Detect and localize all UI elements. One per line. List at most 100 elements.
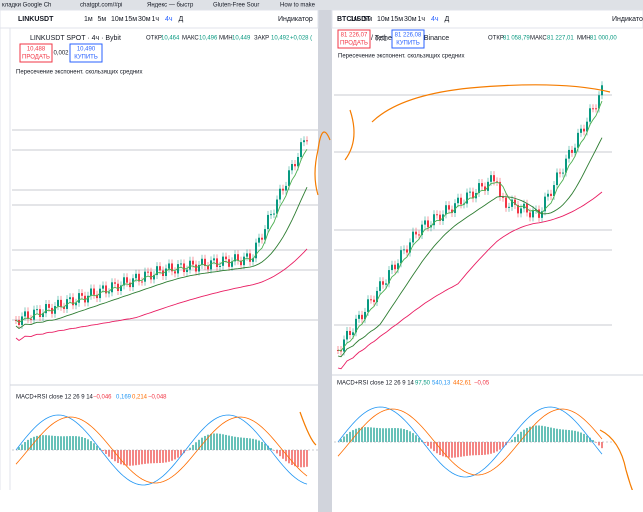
candle [126, 277, 128, 283]
symbol[interactable]: LINKUSDT [18, 16, 54, 23]
macd-histogram [556, 428, 558, 442]
macd-histogram [349, 431, 351, 442]
candle [388, 270, 390, 284]
macd-histogram [153, 450, 155, 464]
interval[interactable]: 30м [138, 16, 151, 23]
macd-histogram [57, 436, 59, 450]
legend: ЗАКР [254, 36, 269, 42]
signal-line [337, 408, 603, 476]
macd-histogram [514, 436, 516, 442]
buy-label[interactable]: КУПИТЬ [74, 55, 98, 61]
candle [264, 229, 266, 240]
macd-histogram [361, 427, 363, 442]
sell-button[interactable] [337, 29, 371, 49]
sell-button[interactable] [19, 43, 53, 63]
interval[interactable]: 1м [350, 16, 359, 23]
candle [102, 285, 104, 289]
macd-histogram [433, 442, 435, 452]
macd-histogram [382, 428, 384, 442]
legend: МИН [219, 36, 233, 42]
interval[interactable]: Д [445, 16, 450, 23]
candle [63, 306, 65, 309]
sell-label[interactable]: ПРОДАТЬ [22, 55, 50, 61]
candle [553, 185, 555, 196]
candle [192, 260, 194, 265]
macd-histogram [565, 429, 567, 442]
sell-price[interactable]: 81 226,07 [341, 33, 368, 39]
macd-histogram [237, 437, 239, 450]
interval[interactable]: 1ч [418, 16, 426, 23]
candle [520, 208, 522, 214]
macd-histogram [126, 450, 128, 466]
buy-price[interactable]: 10,490 [77, 47, 96, 53]
macd-histogram [105, 450, 107, 454]
interval[interactable]: 30м [404, 16, 417, 23]
macd-histogram [490, 442, 492, 454]
candle [261, 237, 263, 240]
candle [207, 265, 209, 270]
candle [24, 311, 26, 317]
macd-histogram [33, 436, 35, 450]
candle [120, 285, 122, 292]
macd-histogram [529, 426, 531, 442]
bookmark[interactable]: Яндекс — быстр [147, 3, 194, 9]
buy-button[interactable] [69, 43, 103, 63]
candle [577, 132, 579, 148]
bookmark[interactable]: How to make [280, 3, 316, 9]
candle [541, 211, 543, 218]
toolbar [0, 9, 319, 29]
sell-price[interactable]: 10,488 [27, 47, 46, 53]
buy-price[interactable]: 81 226,08 [395, 33, 422, 39]
interval[interactable]: 5м [98, 16, 107, 23]
sell-label[interactable]: ПРОДАТЬ [340, 41, 368, 47]
bookmark[interactable]: chatgpt.com/#pi [80, 3, 122, 9]
candle [282, 188, 284, 191]
interval[interactable]: 1ч [152, 16, 160, 23]
candle [532, 209, 534, 218]
interval[interactable]: 1м [84, 16, 93, 23]
candle [355, 318, 357, 333]
macd-histogram [442, 442, 444, 457]
macd-histogram [51, 435, 53, 450]
candle [111, 282, 113, 293]
macd-histogram [18, 447, 20, 450]
buy-label[interactable]: КУПИТЬ [396, 41, 420, 47]
candle [270, 214, 272, 216]
macd-histogram [60, 436, 62, 450]
candle [559, 172, 561, 174]
macd-histogram [484, 442, 486, 455]
candle [144, 271, 146, 282]
interval[interactable]: Д [179, 16, 184, 23]
macd-histogram [66, 436, 68, 450]
interval[interactable]: 4ч [431, 16, 439, 23]
macd-histogram [255, 439, 257, 450]
candle [364, 311, 366, 320]
bookmark[interactable]: кладки Google Ch [2, 3, 51, 9]
macd-histogram [418, 437, 420, 442]
interval[interactable]: 15м [125, 16, 138, 23]
interval[interactable]: 4ч [165, 16, 173, 23]
interval[interactable]: 5м [364, 16, 373, 23]
macd-histogram [132, 450, 134, 466]
interval[interactable]: 10м [377, 16, 390, 23]
candle [424, 220, 426, 225]
indicators-button[interactable]: Индикато [612, 16, 643, 23]
indicators-button[interactable]: Индикатор [278, 16, 313, 23]
candle [562, 172, 564, 174]
candle [367, 299, 369, 312]
macd-histogram [213, 433, 215, 450]
macd-histogram [81, 437, 83, 450]
macd-histogram [541, 425, 543, 442]
macd-histogram [24, 442, 26, 450]
candle [303, 140, 305, 143]
macd-histogram [222, 434, 224, 450]
macd-histogram [499, 442, 501, 450]
candle [108, 292, 110, 294]
symbol[interactable]: BTCUSDT [337, 16, 371, 23]
interval[interactable]: 10м [111, 16, 124, 23]
interval[interactable]: 15м [391, 16, 404, 23]
legend-value: 10,492 [271, 36, 290, 42]
bookmark[interactable]: Gluten-Free Sour [213, 3, 259, 9]
buy-button[interactable] [391, 29, 425, 49]
